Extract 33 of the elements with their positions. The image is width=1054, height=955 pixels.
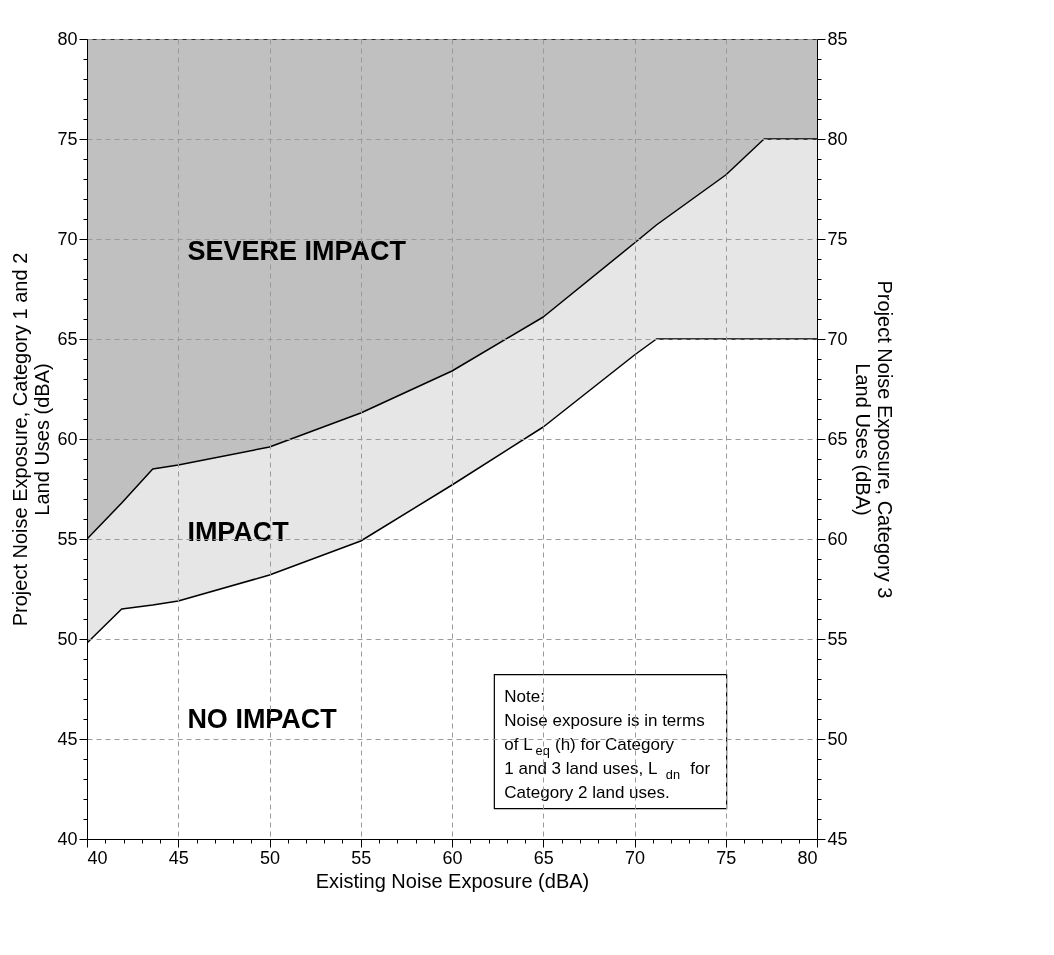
x-tick-label: 70 — [624, 847, 646, 868]
x-tick-label: 50 — [259, 847, 281, 868]
series-label: IMPACT — [187, 517, 290, 547]
y2-tick-label: 60 — [827, 528, 848, 549]
x-axis-title: Existing Noise Exposure (dBA) — [315, 869, 590, 892]
x-tick-label: 80 — [797, 847, 818, 868]
y2-tick-label: 70 — [827, 328, 848, 349]
y2-tick-label: 65 — [827, 428, 848, 449]
y2-tick-label: 75 — [827, 228, 848, 249]
x-tick-label: 45 — [168, 847, 189, 868]
y-tick-label: 50 — [57, 628, 78, 649]
y-tick-label: 55 — [57, 528, 78, 549]
annotation: NO IMPACT — [187, 704, 338, 734]
x-tick-label: 65 — [533, 847, 554, 868]
y2-tick-label: 80 — [827, 128, 848, 149]
y2-axis-title: Project Noise Exposure, Category 3 Land Uses (dBA) — [851, 280, 896, 599]
y-tick-label: 75 — [57, 128, 78, 149]
x-tick-label: 40 — [87, 847, 108, 868]
y-tick-label: 70 — [57, 228, 78, 249]
y2-tick-label: 55 — [827, 628, 848, 649]
y2-tick-label: 85 — [827, 28, 848, 49]
y2-tick-label: 45 — [827, 828, 848, 849]
y-tick-label: 45 — [57, 728, 78, 749]
y-tick-label: 80 — [57, 28, 78, 49]
y-axis-title: Project Noise Exposure, Category 1 and 2 Land Uses (dBA) — [9, 252, 54, 627]
series-label: SEVERE IMPACT — [187, 236, 407, 266]
y-tick-label: 65 — [57, 328, 78, 349]
y-tick-label: 40 — [57, 828, 78, 849]
x-tick-label: 60 — [442, 847, 463, 868]
x-tick-label: 75 — [716, 847, 737, 868]
y2-tick-label: 50 — [827, 728, 848, 749]
x-tick-label: 55 — [351, 847, 372, 868]
y-tick-label: 60 — [57, 428, 78, 449]
